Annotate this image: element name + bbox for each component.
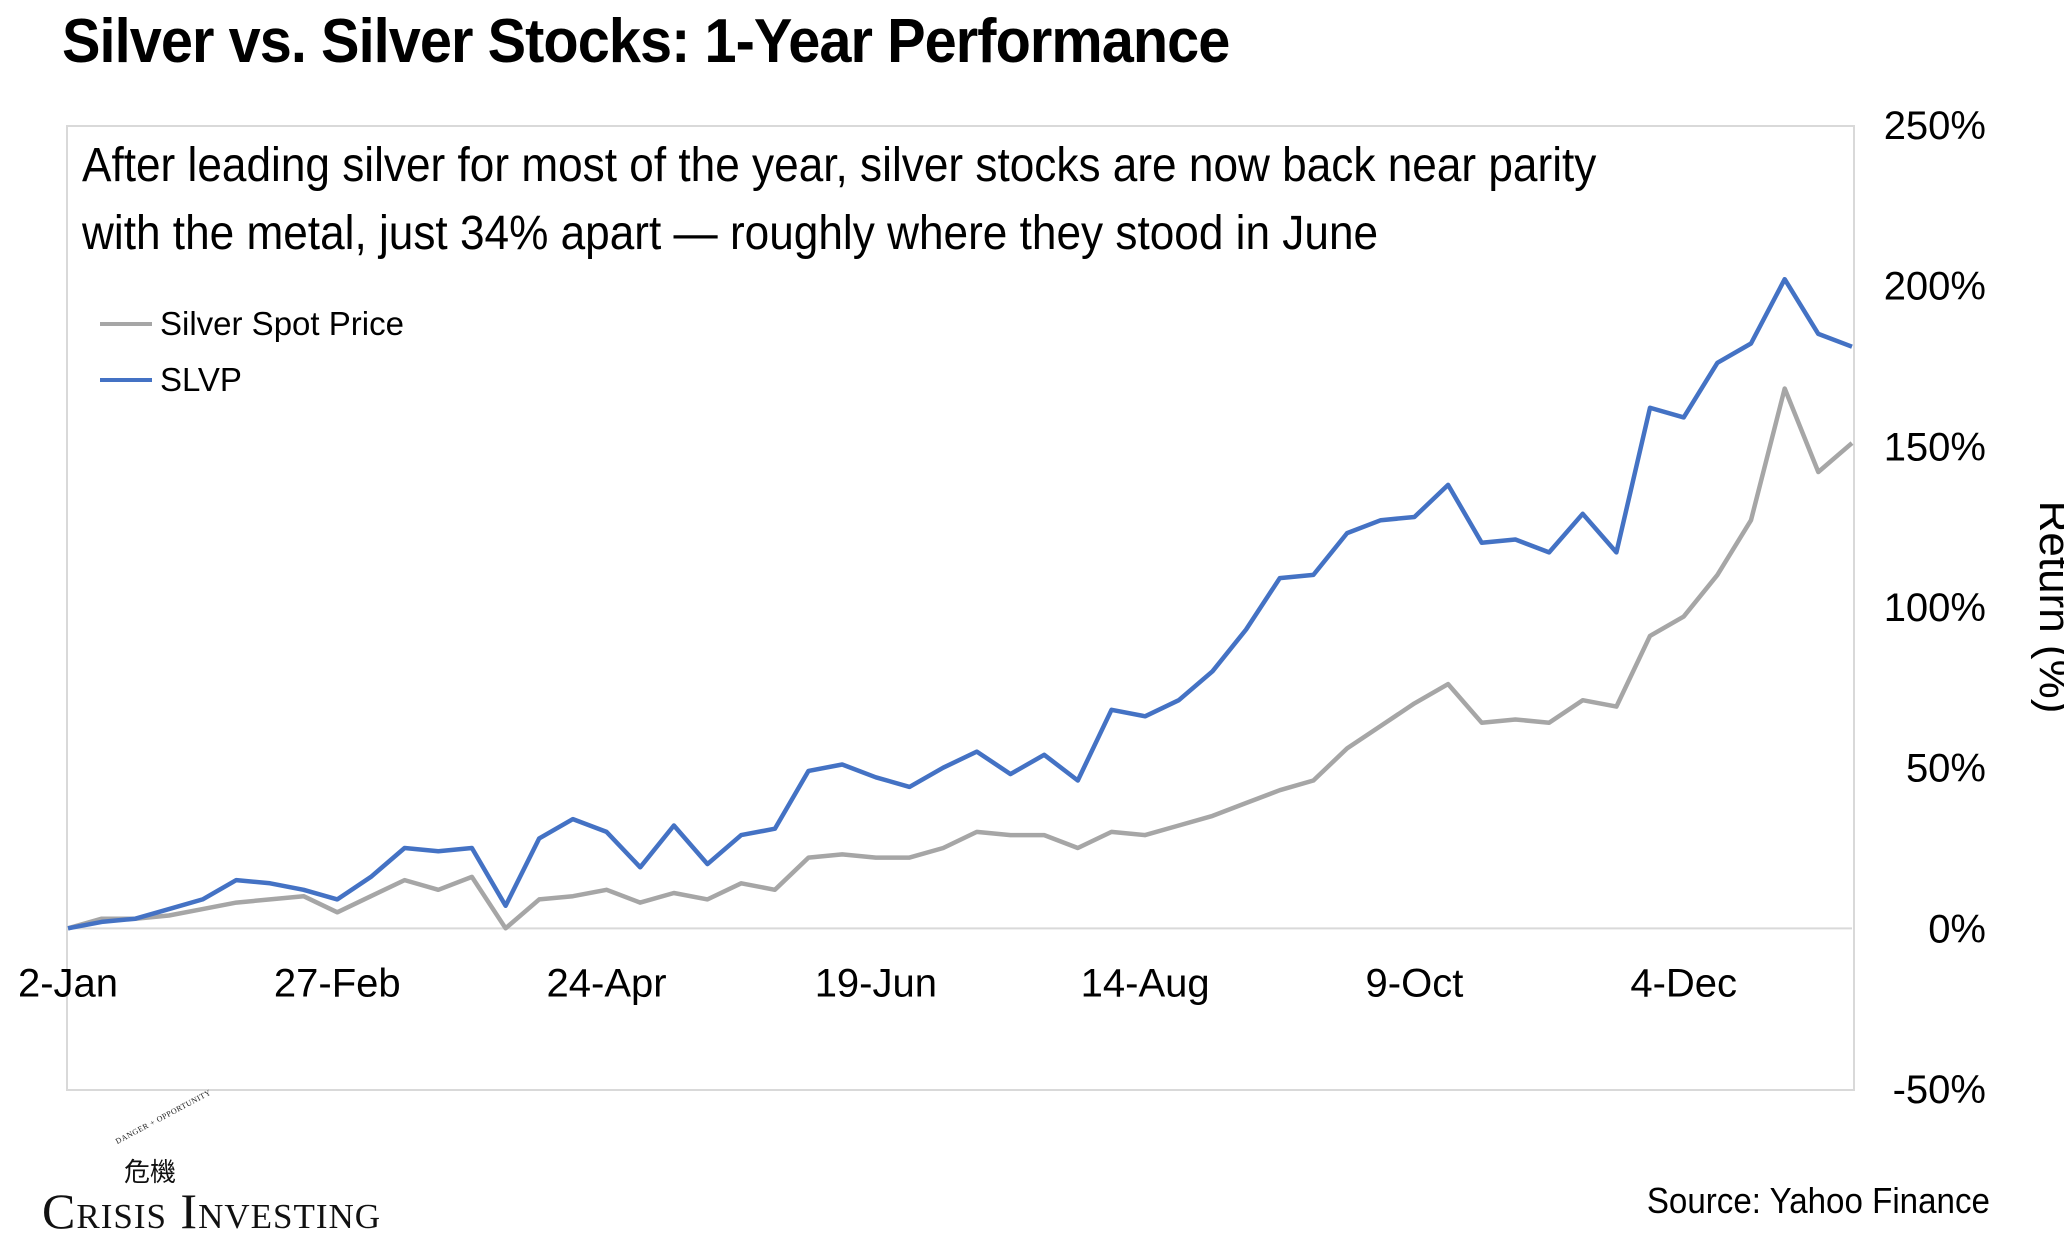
y-tick-label: -50% [1893, 1068, 1986, 1112]
x-tick-label: 14-Aug [1081, 961, 1210, 1005]
y-tick-label: 150% [1884, 425, 1986, 469]
x-tick-label: 27-Feb [274, 961, 401, 1005]
logo-glyph: 危機 [124, 1158, 177, 1188]
chart-title: Silver vs. Silver Stocks: 1-Year Perform… [62, 7, 1230, 76]
logo-wordmark: Crisis Investing [42, 1183, 382, 1239]
y-tick-label: 200% [1884, 265, 1986, 309]
y-tick-label: 50% [1906, 747, 1986, 791]
y-tick-label: 250% [1884, 104, 1986, 148]
y-tick-label: 100% [1884, 586, 1986, 630]
x-tick-label: 4-Dec [1630, 961, 1737, 1005]
legend-swatch-silver-spot [100, 322, 152, 326]
x-tick-label: 9-Oct [1366, 961, 1464, 1005]
x-tick-label: 2-Jan [18, 961, 118, 1005]
y-axis-title: Return (%) [2030, 501, 2064, 714]
legend: Silver Spot Price SLVP [100, 296, 404, 408]
legend-label-silver-spot: Silver Spot Price [160, 305, 404, 342]
legend-item-silver-spot: Silver Spot Price [100, 296, 404, 352]
series-line-silver-spot [67, 386, 1854, 931]
x-tick-label: 19-Jun [815, 961, 937, 1005]
source-note: Source: Yahoo Finance [1646, 1180, 1990, 1221]
series-line-slvp [67, 276, 1853, 931]
legend-swatch-slvp [100, 378, 152, 382]
x-tick-label: 24-Apr [547, 961, 667, 1005]
y-tick-label: 0% [1928, 907, 1986, 951]
plot-area-frame [66, 125, 1855, 1091]
legend-item-slvp: SLVP [100, 352, 404, 408]
crisis-investing-logo: DANGER + OPPORTUNITY 危機 Crisis Investing [42, 1088, 502, 1240]
chart-subtitle: After leading silver for most of the yea… [82, 139, 1597, 260]
legend-label-slvp: SLVP [160, 361, 242, 398]
